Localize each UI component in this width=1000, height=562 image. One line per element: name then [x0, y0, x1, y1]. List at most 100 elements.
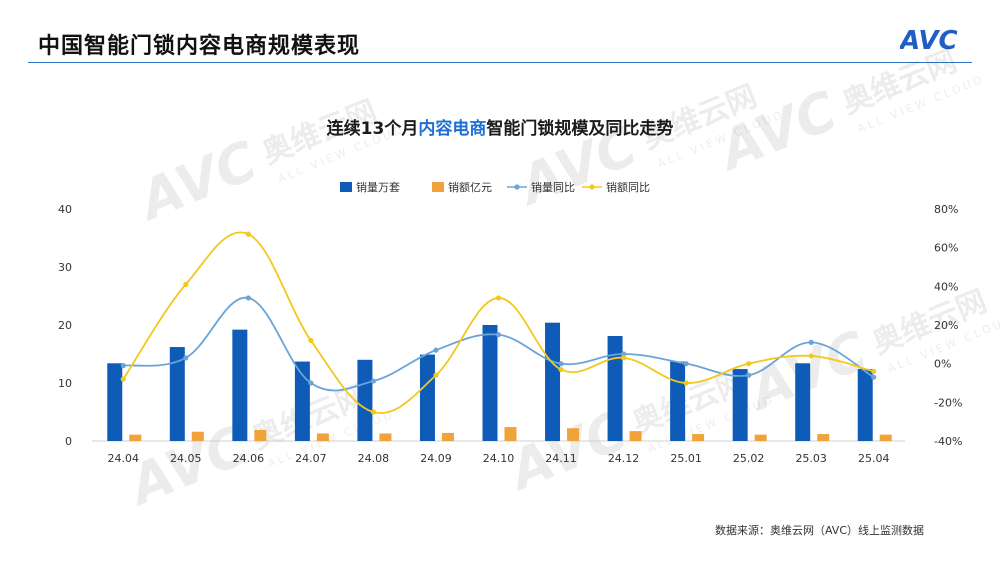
- x-axis-tick: 24.08: [358, 452, 390, 465]
- bar-volume: [419, 354, 435, 441]
- point-amount-yoy: [433, 372, 439, 378]
- legend-swatch: [432, 182, 444, 192]
- point-volume-yoy: [183, 355, 189, 361]
- point-volume-yoy: [683, 361, 689, 367]
- point-amount-yoy: [120, 376, 126, 382]
- x-axis-tick: 24.10: [483, 452, 515, 465]
- point-amount-yoy: [308, 337, 314, 344]
- bar-amount: [504, 427, 517, 441]
- chart-title-highlight: 内容电商: [418, 119, 487, 139]
- point-volume-yoy: [245, 295, 251, 301]
- right-axis-tick: 60%: [934, 242, 958, 255]
- x-axis-tick: 25.02: [733, 452, 765, 465]
- bar-volume: [482, 325, 498, 441]
- x-axis-tick: 24.05: [170, 452, 202, 465]
- point-amount-yoy: [620, 355, 627, 361]
- x-axis-tick: 24.06: [233, 452, 265, 465]
- point-amount-yoy: [558, 366, 564, 373]
- right-axis-tick: -40%: [934, 435, 962, 448]
- bar-volume: [294, 361, 310, 441]
- left-axis-tick: 40: [58, 203, 72, 216]
- left-axis-tick: 0: [65, 435, 72, 448]
- bar-amount: [316, 433, 329, 441]
- bar-volume: [732, 369, 748, 441]
- watermark-logo: AVC: [508, 114, 646, 219]
- bar-volume: [357, 359, 373, 441]
- right-axis-tick: 20%: [934, 319, 958, 332]
- bar-amount: [754, 434, 767, 441]
- svg-text:AVC: AVC: [900, 26, 958, 54]
- x-axis-tick: 25.01: [670, 452, 702, 465]
- source-note: 数据来源：奥维云网（AVC）线上监测数据: [714, 524, 924, 537]
- bar-amount: [254, 429, 267, 441]
- chart-title-prefix: 连续13个月: [326, 119, 419, 139]
- point-amount-yoy: [183, 281, 189, 287]
- point-volume-yoy: [746, 372, 752, 378]
- point-volume-yoy: [433, 347, 439, 353]
- bar-volume: [795, 363, 811, 441]
- right-axis-tick: -20%: [934, 396, 962, 409]
- x-axis-tick: 25.03: [795, 452, 827, 465]
- header-divider: [28, 62, 972, 63]
- point-amount-yoy: [746, 361, 752, 367]
- chart-legend: 销量万套 销额亿元 销量同比 销额同比: [340, 180, 650, 194]
- left-axis-tick: 20: [58, 319, 72, 332]
- avc-logo: AVC: [900, 26, 958, 54]
- bar-volume: [169, 347, 185, 441]
- point-volume-yoy: [495, 332, 502, 338]
- x-axis-tick: 24.04: [108, 452, 140, 465]
- bar-amount: [191, 431, 204, 441]
- bar-amount: [629, 431, 642, 441]
- point-volume-yoy: [620, 351, 627, 357]
- bar-amount: [441, 432, 454, 441]
- legend-marker: [589, 184, 595, 190]
- point-amount-yoy: [245, 231, 251, 237]
- page-title: 中国智能门锁内容电商规模表现: [38, 34, 361, 59]
- chart-lines: [120, 231, 877, 415]
- point-volume-yoy: [871, 374, 877, 380]
- chart-title-suffix: 智能门锁规模及同比走势: [486, 119, 674, 139]
- point-amount-yoy: [495, 295, 502, 301]
- bar-amount: [379, 433, 392, 441]
- x-axis-tick: 24.07: [295, 452, 327, 465]
- left-axis-tick: 30: [58, 261, 72, 274]
- legend-label: 销量同比: [531, 180, 575, 194]
- watermark-logo: AVC: [128, 129, 266, 234]
- legend-swatch: [340, 182, 352, 192]
- legend-marker: [514, 184, 520, 190]
- x-axis-tick: 24.09: [420, 452, 452, 465]
- point-volume-yoy: [308, 380, 314, 386]
- point-amount-yoy: [871, 368, 877, 374]
- bar-amount: [567, 428, 580, 441]
- bar-amount: [817, 434, 830, 441]
- point-amount-yoy: [683, 380, 689, 386]
- bar-volume: [607, 336, 623, 441]
- bar-amount: [879, 434, 892, 441]
- bar-volume: [857, 369, 873, 441]
- legend-label: 销额亿元: [448, 180, 492, 194]
- chart-bars: [107, 322, 892, 441]
- right-axis-tick: 0%: [934, 358, 951, 371]
- chart-axes: 0 10 20 30 40 -40% -20% 0% 20% 40% 60% 80% 24.04 24.0…: [58, 203, 962, 465]
- bar-volume: [545, 322, 561, 441]
- right-axis-tick: 40%: [934, 280, 958, 293]
- x-axis-tick: 25.04: [858, 452, 890, 465]
- right-axis-tick: 80%: [934, 203, 958, 216]
- bar-volume: [107, 363, 123, 441]
- x-axis-tick: 24.12: [608, 452, 640, 465]
- point-volume-yoy: [808, 339, 814, 345]
- point-volume-yoy: [558, 361, 564, 367]
- left-axis-tick: 10: [58, 377, 72, 390]
- bar-volume: [670, 361, 686, 441]
- chart-title: 连续13个月内容电商智能门锁规模及同比走势: [0, 114, 1000, 139]
- x-axis-tick: 24.11: [545, 452, 577, 465]
- legend-label: 销量万套: [356, 180, 400, 194]
- point-amount-yoy: [370, 409, 377, 415]
- bar-volume: [232, 329, 248, 441]
- point-amount-yoy: [808, 353, 814, 359]
- legend-label: 销额同比: [606, 180, 650, 194]
- point-volume-yoy: [370, 378, 377, 384]
